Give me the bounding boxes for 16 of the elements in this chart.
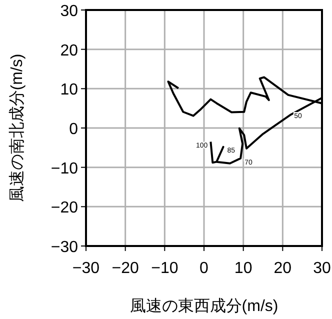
x-tick-label: −30 bbox=[72, 260, 100, 277]
y-tick-label: 20 bbox=[60, 42, 78, 60]
y-tick-label: 0 bbox=[69, 121, 78, 138]
y-tick-label: −30 bbox=[50, 239, 78, 256]
x-tick-label: 20 bbox=[274, 260, 292, 277]
x-tick-label: 0 bbox=[200, 260, 209, 277]
y-tick-label: −10 bbox=[50, 160, 78, 178]
y-tick-label: 30 bbox=[60, 3, 78, 20]
x-tick-label: 30 bbox=[313, 260, 331, 277]
x-tick-label: −10 bbox=[151, 260, 178, 277]
x-axis-title: 風速の東西成分(m/s) bbox=[130, 297, 278, 315]
y-tick-label: −20 bbox=[50, 200, 78, 217]
x-tick-label: 10 bbox=[234, 260, 252, 277]
y-axis-title: 風速の南北成分(m/s) bbox=[8, 54, 26, 202]
y-tick-label: 10 bbox=[60, 82, 78, 99]
x-tick-label: −20 bbox=[112, 260, 140, 277]
